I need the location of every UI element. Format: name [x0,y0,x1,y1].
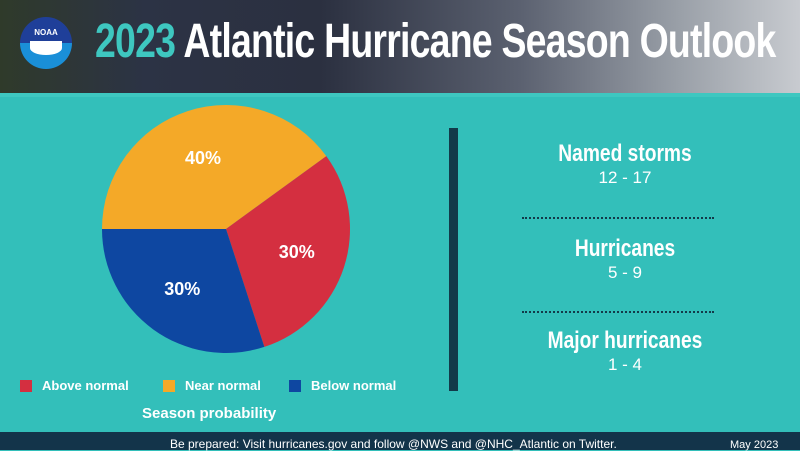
footer: Be prepared: Visit hurricanes.gov and fo… [0,432,800,451]
legend-swatch [20,379,32,392]
header-banner [0,0,800,93]
stat-major-hurricanes: Major hurricanes 1 - 4 [547,327,703,374]
pie-slice-near-normal [102,105,327,229]
legend-below-normal: Below normal [289,378,396,393]
stat-hurricanes: Hurricanes 5 - 9 [574,235,676,282]
stat-named-storms: Named storms 12 - 17 [558,140,692,187]
page-title: 2023 Atlantic Hurricane Season Outlook [95,15,776,68]
pie-slice-above-normal [226,156,350,347]
noaa-logo: NOAA [20,17,72,69]
legend-swatch [163,379,175,392]
pie-data-label: 30% [164,279,200,299]
pie-chart: 40% 30% 30% [102,105,350,354]
pie-data-label: 40% [185,148,221,168]
legend-near-normal: Near normal [163,378,261,393]
pie-slice-below-normal [102,229,265,354]
legend-above-normal: Above normal [20,378,129,393]
dotted-divider [522,311,714,313]
vertical-divider [449,128,458,391]
header-divider [0,93,800,97]
dotted-divider [522,217,714,219]
legend-swatch [289,379,301,392]
pie-data-label: 30% [279,242,315,262]
chart-caption: Season probability [142,405,277,422]
